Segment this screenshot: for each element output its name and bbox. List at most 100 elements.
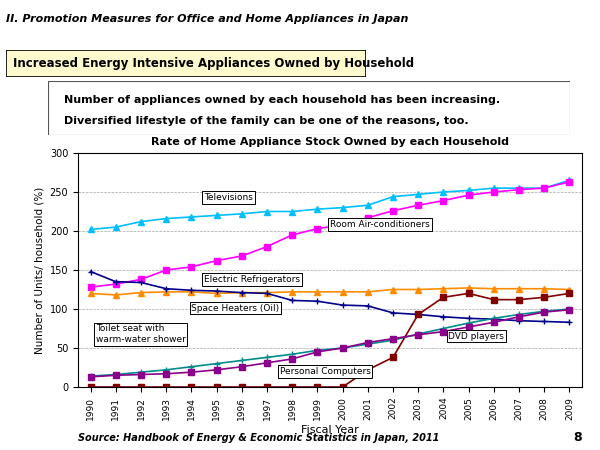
DVD players: [440, 295, 447, 300]
Space Heaters (Oil): [339, 302, 346, 308]
Personal Computers: [238, 364, 245, 369]
Line: Toilet seat with
warm-water shower: Toilet seat with warm-water shower: [87, 306, 573, 379]
Text: Toilet seat with
warm-water shower: Toilet seat with warm-water shower: [95, 324, 185, 344]
Toilet seat with
warm-water shower: [364, 342, 371, 347]
DVD players: [389, 355, 397, 360]
Personal Computers: [339, 345, 346, 351]
FancyBboxPatch shape: [6, 50, 366, 76]
Space Heaters (Oil): [238, 290, 245, 295]
Toilet seat with
warm-water shower: [465, 320, 472, 326]
Text: Number of appliances owned by each household has been increasing.: Number of appliances owned by each house…: [64, 95, 500, 105]
Space Heaters (Oil): [440, 314, 447, 319]
Electric Refrigerators: [263, 290, 271, 295]
Personal Computers: [163, 371, 170, 377]
Personal Computers: [137, 372, 145, 377]
Line: Room Air-conditioners: Room Air-conditioners: [88, 179, 572, 290]
Text: Room Air-conditioners: Room Air-conditioners: [330, 220, 430, 229]
Electric Refrigerators: [188, 289, 195, 295]
Personal Computers: [87, 374, 94, 379]
Text: Increased Energy Intensive Appliances Owned by Household: Increased Energy Intensive Appliances Ow…: [13, 57, 415, 69]
Televisions: [339, 205, 346, 210]
Electric Refrigerators: [238, 290, 245, 295]
DVD players: [137, 384, 145, 390]
Televisions: [541, 185, 548, 191]
Space Heaters (Oil): [389, 310, 397, 315]
Televisions: [389, 194, 397, 199]
Space Heaters (Oil): [314, 298, 321, 304]
Toilet seat with
warm-water shower: [389, 338, 397, 343]
Toilet seat with
warm-water shower: [238, 358, 245, 363]
Toilet seat with
warm-water shower: [289, 351, 296, 357]
Personal Computers: [415, 332, 422, 338]
Personal Computers: [465, 324, 472, 330]
DVD players: [238, 384, 245, 390]
DVD players: [263, 384, 271, 390]
Electric Refrigerators: [440, 286, 447, 292]
Electric Refrigerators: [163, 289, 170, 295]
Text: Source: Handbook of Energy & Economic Statistics in Japan, 2011: Source: Handbook of Energy & Economic St…: [78, 433, 439, 443]
Toilet seat with
warm-water shower: [263, 355, 271, 360]
DVD players: [87, 384, 94, 390]
Room Air-conditioners: [137, 277, 145, 282]
Room Air-conditioners: [289, 232, 296, 238]
Personal Computers: [263, 360, 271, 365]
Televisions: [163, 216, 170, 221]
Toilet seat with
warm-water shower: [163, 367, 170, 373]
Room Air-conditioners: [389, 208, 397, 213]
Line: Personal Computers: Personal Computers: [88, 307, 572, 380]
Space Heaters (Oil): [112, 279, 119, 284]
Personal Computers: [490, 320, 497, 325]
Electric Refrigerators: [364, 289, 371, 295]
Space Heaters (Oil): [263, 291, 271, 296]
Toilet seat with
warm-water shower: [515, 312, 523, 317]
Televisions: [188, 214, 195, 220]
Televisions: [314, 207, 321, 212]
X-axis label: Fiscal Year: Fiscal Year: [301, 425, 359, 435]
Text: Personal Computers: Personal Computers: [280, 367, 370, 376]
Toilet seat with
warm-water shower: [137, 369, 145, 375]
Text: Electric Refrigerators: Electric Refrigerators: [204, 274, 300, 284]
DVD players: [515, 297, 523, 302]
Electric Refrigerators: [87, 291, 94, 296]
DVD players: [188, 384, 195, 390]
Televisions: [263, 209, 271, 214]
Space Heaters (Oil): [87, 269, 94, 274]
DVD players: [415, 312, 422, 317]
Electric Refrigerators: [213, 291, 220, 296]
Personal Computers: [566, 307, 573, 312]
Televisions: [566, 178, 573, 183]
Televisions: [490, 185, 497, 191]
Personal Computers: [364, 340, 371, 345]
DVD players: [490, 297, 497, 302]
Electric Refrigerators: [515, 286, 523, 292]
DVD players: [465, 291, 472, 296]
Electric Refrigerators: [490, 286, 497, 292]
DVD players: [314, 384, 321, 390]
Electric Refrigerators: [112, 292, 119, 297]
Toilet seat with
warm-water shower: [112, 372, 119, 377]
Televisions: [515, 185, 523, 191]
Text: Space Heaters (Oil): Space Heaters (Oil): [191, 304, 280, 313]
Line: DVD players: DVD players: [88, 291, 572, 390]
Televisions: [137, 219, 145, 225]
DVD players: [213, 384, 220, 390]
Televisions: [213, 213, 220, 218]
Televisions: [440, 189, 447, 195]
Televisions: [87, 227, 94, 232]
Electric Refrigerators: [137, 290, 145, 295]
Room Air-conditioners: [314, 226, 321, 231]
Space Heaters (Oil): [137, 280, 145, 285]
Space Heaters (Oil): [163, 286, 170, 292]
Space Heaters (Oil): [213, 288, 220, 294]
Personal Computers: [314, 349, 321, 355]
DVD players: [541, 295, 548, 300]
Room Air-conditioners: [490, 189, 497, 195]
DVD players: [364, 367, 371, 373]
Space Heaters (Oil): [289, 298, 296, 303]
Electric Refrigerators: [415, 287, 422, 292]
DVD players: [112, 384, 119, 390]
Space Heaters (Oil): [364, 303, 371, 309]
Room Air-conditioners: [465, 193, 472, 198]
Personal Computers: [112, 373, 119, 378]
Toilet seat with
warm-water shower: [415, 331, 422, 337]
